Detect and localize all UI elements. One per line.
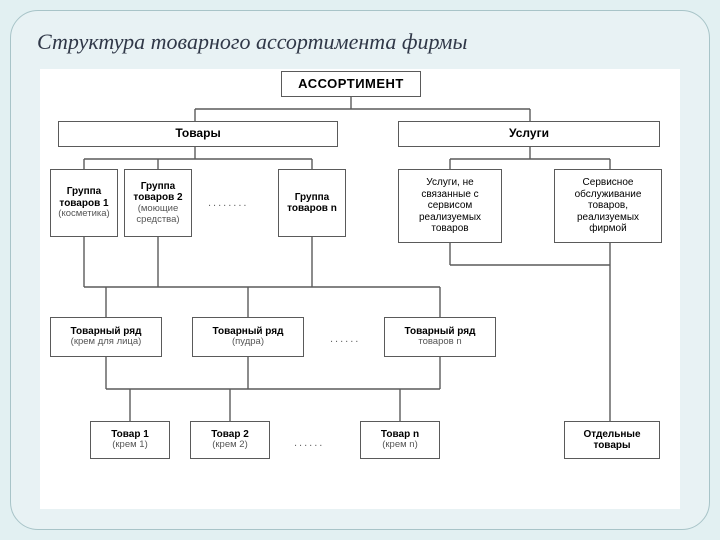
node-separate-goods-label: Отдельные товары [568,429,656,452]
node-row2: Товарный ряд (пудра) [192,317,304,357]
node-separate-goods: Отдельные товары [564,421,660,459]
node-services-label: Услуги [509,127,549,141]
node-root: АССОРТИМЕНТ [281,71,421,97]
slide-card: Структура товарного ассортимента фирмы [10,10,710,530]
slide-title: Структура товарного ассортимента фирмы [37,29,683,55]
node-group-n: Группа товаров n [278,169,346,237]
node-row-n-sub: товаров n [418,337,461,348]
node-group1-main: Группа товаров 1 [54,186,114,209]
node-group1: Группа товаров 1 (косметика) [50,169,118,237]
node-group1-sub: (косметика) [58,209,109,220]
assortment-diagram: АССОРТИМЕНТ Товары Услуги Группа товаров… [40,69,680,509]
node-tovar2: Товар 2 (крем 2) [190,421,270,459]
node-root-label: АССОРТИМЕНТ [298,77,404,92]
node-group2-sub: (моющие средства) [128,204,188,226]
node-group2: Группа товаров 2 (моющие средства) [124,169,192,237]
node-goods: Товары [58,121,338,147]
node-tovar1: Товар 1 (крем 1) [90,421,170,459]
node-row1-sub: (крем для лица) [71,337,142,348]
node-tovar-n: Товар n (крем n) [360,421,440,459]
node-row2-sub: (пудра) [232,337,264,348]
node-tovar-n-sub: (крем n) [382,440,418,451]
ellipsis-tovary: ...... [294,437,324,449]
node-service1: Услуги, не связанные с сервисом реализуе… [398,169,502,243]
node-service2-text: Сервисное обслуживание товаров, реализуе… [558,177,658,235]
node-tovar2-sub: (крем 2) [212,440,248,451]
node-group2-main: Группа товаров 2 [128,181,188,204]
node-tovar1-sub: (крем 1) [112,440,148,451]
node-goods-label: Товары [175,127,220,141]
node-group-n-main: Группа товаров n [282,192,342,215]
node-service1-text: Услуги, не связанные с сервисом реализуе… [402,177,498,235]
ellipsis-groups: ........ [208,197,248,209]
ellipsis-rows: ...... [330,333,360,345]
node-row-n: Товарный ряд товаров n [384,317,496,357]
node-services: Услуги [398,121,660,147]
node-row1: Товарный ряд (крем для лица) [50,317,162,357]
node-service2: Сервисное обслуживание товаров, реализуе… [554,169,662,243]
